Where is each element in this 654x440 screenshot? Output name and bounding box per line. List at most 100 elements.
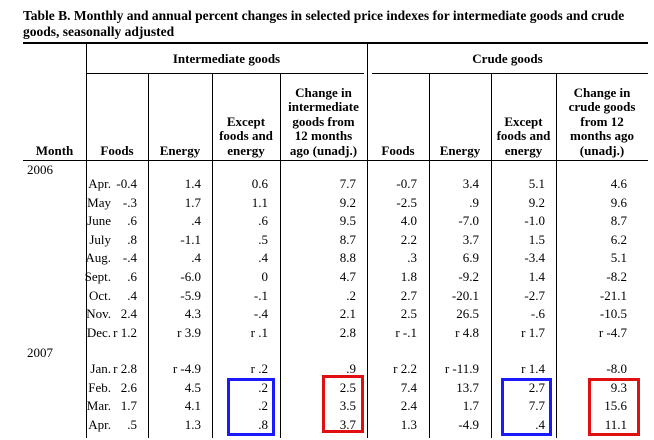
cell-int-except: r .2 [250,361,268,376]
cell-int-change: 2.1 [339,306,356,322]
row-month-label: June [87,213,111,229]
cell-int-change: 9.5 [339,213,356,229]
divider-8 [556,73,557,438]
col-int-foods: Foods [100,142,134,158]
cell-crude-energy: r -11.9 [444,361,479,376]
divider-3 [212,73,213,438]
cell-int-change: 2.8 [339,324,356,340]
cell-crude-energy: -9.2 [458,269,479,284]
cell-crude-foods: 4.0 [400,213,417,229]
cell-crude-foods: -0.7 [396,176,417,191]
cell-crude-foods: .3 [407,250,417,266]
cell-int-energy: 4.5 [184,379,201,395]
cell-crude-change: 5.1 [610,250,627,266]
cell-int-foods: -.4 [122,250,137,266]
cell-int-energy: -5.9 [180,287,201,303]
highlight-box-red-crude-change [588,378,640,436]
cell-int-except: .2 [258,379,268,395]
cell-crude-except: 5.1 [528,176,545,191]
cell-int-except: .2 [258,398,268,414]
row-month-label: Aug. [85,250,111,266]
divider-1 [86,42,87,438]
col-int-change: Change in intermediate goods from 12 mon… [288,84,359,158]
cell-crude-energy: -7.0 [458,213,479,229]
row-month-label: Jan. [90,361,111,376]
col-int-except: Except foods and energy [219,113,273,158]
row-month-label: Nov. [86,306,111,322]
group-crude-goods: Crude goods [472,51,543,66]
cell-crude-except: r 1.7 [521,324,545,340]
cell-int-foods: .6 [127,269,137,284]
row-month-label: Oct. [88,287,111,303]
cell-int-energy: 1.3 [184,416,201,432]
cell-int-foods: 1.7 [120,398,137,414]
cell-int-energy: 4.3 [184,306,201,322]
cell-crude-energy: 3.7 [462,231,479,247]
highlight-box-blue-int-except [227,378,275,436]
cell-int-except: .6 [258,213,268,229]
cell-int-except: .4 [258,250,268,266]
crude-group-rule [372,73,648,74]
cell-crude-energy: 13.7 [456,379,479,395]
cell-int-except: -.1 [253,287,268,303]
cell-int-energy: 1.7 [184,194,201,210]
row-month-label: Feb. [88,379,111,395]
cell-int-energy: .4 [191,250,201,266]
cell-crude-energy: 1.7 [462,398,479,414]
cell-int-change: 7.7 [339,176,356,191]
cell-int-change: .9 [346,361,356,376]
col-crude-except: Except foods and energy [496,113,551,158]
cell-int-except: 0 [261,269,269,284]
cell-int-change: 2.5 [339,379,356,395]
cell-crude-except: -1.0 [524,213,545,229]
divider-2 [148,73,149,438]
col-crude-energy: Energy [439,142,481,158]
cell-crude-change: 4.6 [610,176,627,191]
cell-crude-energy: .9 [469,194,479,210]
cell-crude-foods: r 2.2 [393,361,417,376]
cell-int-foods: -.3 [122,194,137,210]
cell-int-change: 8.7 [339,231,356,247]
cell-crude-except: 7.7 [528,398,545,414]
cell-int-energy: .4 [191,213,201,229]
cell-crude-change: 11.1 [604,416,627,432]
cell-int-change: 9.2 [339,194,356,210]
divider-6 [429,73,430,438]
year-label-2006: 2006 [27,162,53,177]
intermediate-group-rule [86,73,364,74]
cell-crude-except: 2.7 [528,379,545,395]
cell-crude-change: 8.7 [610,213,627,229]
cell-int-foods: 2.6 [120,379,137,395]
row-month-label: Dec. [86,324,111,340]
col-crude-foods: Foods [381,142,415,158]
cell-crude-energy: 3.4 [462,176,479,191]
cell-int-foods: .6 [127,213,137,229]
row-month-label: Mar. [86,398,111,414]
cell-crude-foods: 2.2 [400,231,417,247]
cell-crude-except: -3.4 [524,250,545,266]
cell-crude-change: 15.6 [604,398,627,414]
divider-5 [367,42,368,438]
cell-int-foods: r 1.2 [113,324,137,340]
row-month-label: Apr. [88,176,111,191]
cell-crude-foods: -2.5 [396,194,417,210]
cell-crude-change: -8.2 [606,269,627,284]
col-crude-change: Change in crude goods from 12 months ago… [568,84,636,158]
cell-int-change: 8.8 [339,250,356,266]
divider-7 [491,73,492,438]
cell-crude-except: -.6 [530,306,545,322]
year-label-2007: 2007 [27,345,53,360]
cell-crude-energy: -4.9 [458,416,479,432]
cell-int-change: 3.7 [339,416,356,432]
cell-int-energy: 4.1 [184,398,201,414]
cell-crude-energy: r 4.8 [455,324,479,340]
cell-crude-except: -2.7 [524,287,545,303]
cell-int-except: -.4 [253,306,268,322]
cell-int-change: .2 [346,287,356,303]
cell-int-foods: .4 [127,287,137,303]
group-intermediate-goods: Intermediate goods [172,51,281,66]
cell-int-foods: -0.4 [116,176,137,191]
cell-int-foods: .8 [127,231,137,247]
cell-int-except: .5 [258,231,268,247]
row-month-label: May [87,194,111,210]
